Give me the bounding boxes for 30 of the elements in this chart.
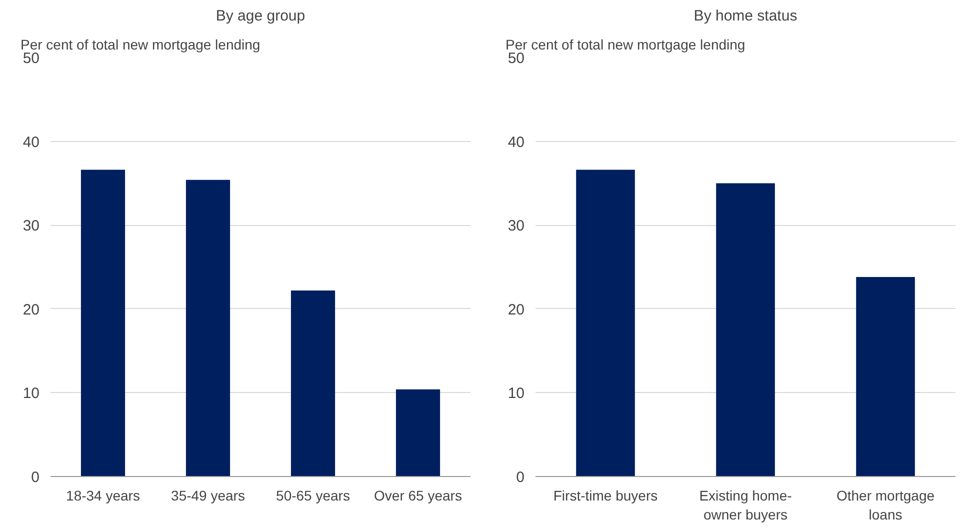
- y-tick-label: 30: [508, 218, 525, 235]
- y-tick-label: 50: [22, 50, 40, 67]
- x-tick-label: 18-34 years: [66, 488, 140, 504]
- x-tick-label: First-time buyers: [553, 488, 658, 504]
- x-tick-label: 35-49 years: [171, 488, 245, 504]
- bar: [856, 277, 915, 476]
- bar: [576, 170, 635, 476]
- y-tick-label: 20: [508, 301, 525, 318]
- y-tick-label: 10: [22, 385, 40, 402]
- y-axis-title: Per cent of total new mortgage lending: [20, 36, 260, 52]
- chart-title: By home status: [694, 8, 798, 24]
- x-tick-label: 50-65 years: [276, 488, 350, 504]
- bar: [290, 290, 336, 476]
- y-tick-label: 50: [508, 50, 525, 67]
- bar: [396, 389, 440, 476]
- x-tick-label: Other mortgage loans: [836, 488, 935, 523]
- y-tick-label: 30: [22, 218, 40, 235]
- y-tick-label: 40: [22, 134, 40, 151]
- chart-title: By age group: [216, 8, 306, 24]
- y-tick-label: 40: [508, 134, 525, 151]
- y-tick-label: 10: [508, 385, 525, 402]
- y-axis-title: Per cent of total new mortgage lending: [506, 36, 746, 52]
- x-tick-label: Existing home-owner buyers: [699, 488, 792, 523]
- bar: [716, 183, 775, 476]
- y-tick-label: 0: [516, 469, 524, 486]
- y-tick-label: 0: [31, 469, 40, 486]
- bar: [186, 180, 230, 476]
- x-tick-label: Over 65 years: [374, 488, 462, 504]
- bar: [80, 170, 126, 476]
- y-tick-label: 20: [22, 301, 40, 318]
